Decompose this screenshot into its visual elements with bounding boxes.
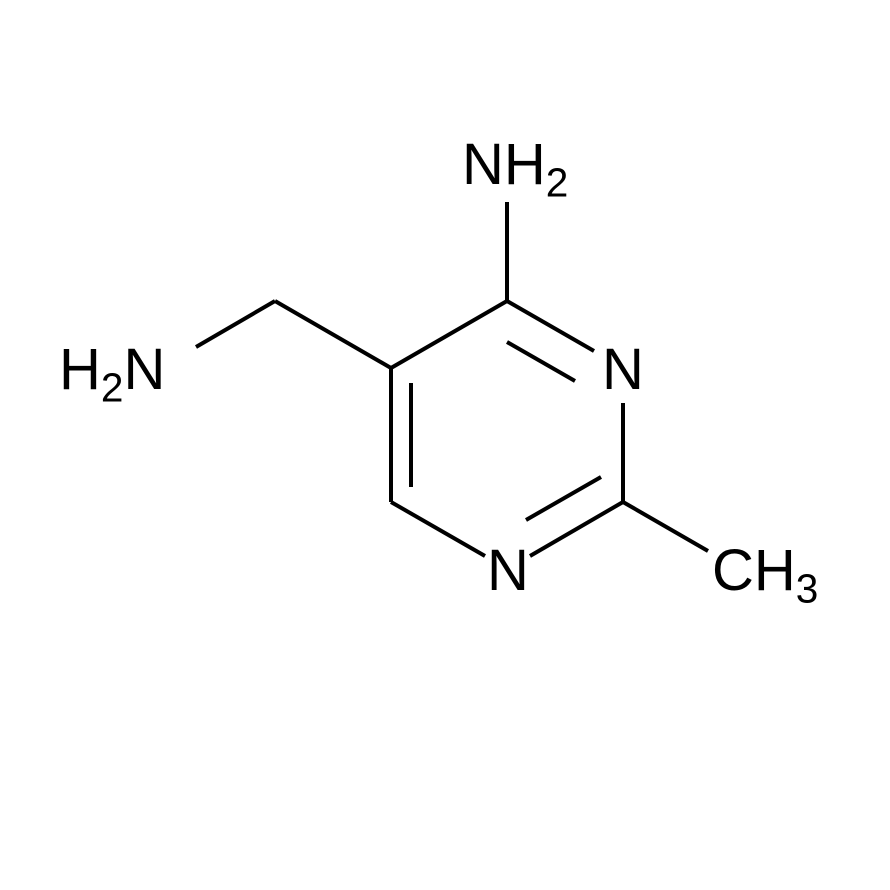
atom-n3: N <box>602 336 644 403</box>
bond-n1-c2-inner <box>526 477 601 520</box>
bond-c5-ch2 <box>275 301 391 368</box>
bond-c4-c5 <box>391 301 507 368</box>
atom-nh2-top: NH2 <box>462 131 568 207</box>
atom-ch3: CH3 <box>712 537 818 613</box>
atom-n1: N <box>487 537 529 604</box>
bond-c2-ch3 <box>623 502 708 551</box>
atom-nh2-left: H2N <box>59 336 165 412</box>
molecule-svg <box>0 0 890 890</box>
bond-ch2-nh2 <box>196 301 275 347</box>
bond-n3-c4-inner <box>507 342 575 381</box>
bond-n3-c4-outer <box>507 301 594 351</box>
bond-c6-n1 <box>391 502 485 556</box>
